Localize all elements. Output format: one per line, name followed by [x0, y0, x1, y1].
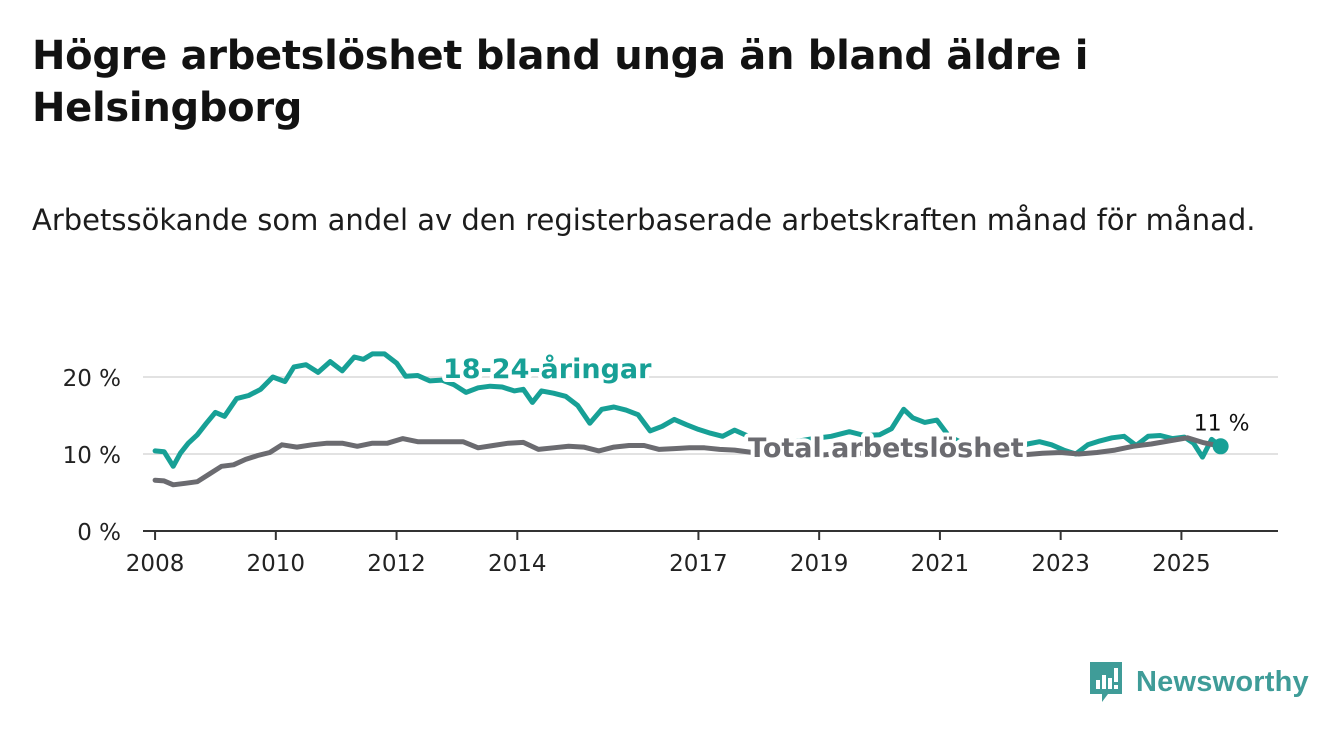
end-point-marker	[1212, 438, 1229, 455]
x-tick-label: 2010	[247, 551, 306, 577]
brand-logo: Newsworthy	[1088, 660, 1309, 704]
x-tick-label: 2021	[911, 551, 970, 577]
series-lines	[152, 351, 1229, 488]
series-labels: 11 % 18-24-åringar Total arbetslöshet	[439, 349, 1250, 468]
x-tick-label: 2014	[488, 551, 547, 577]
x-tick-label: 2025	[1152, 551, 1211, 577]
axes: 0 % 10 % 20 % 2008 2010 2012 2014 2017 2019 2021 2…	[63, 366, 1278, 577]
x-tick-label: 2019	[790, 551, 849, 577]
y-tick-label: 0 %	[77, 520, 121, 546]
series-line-total	[152, 435, 1224, 488]
end-value-label: 11 %	[1194, 411, 1250, 436]
series-line-youth	[152, 351, 1224, 469]
x-tick-label: 2008	[126, 551, 185, 577]
newsworthy-logo-icon	[1090, 662, 1122, 702]
y-tick-label: 20 %	[63, 366, 121, 392]
series-label-total: Total arbetslöshet	[748, 433, 1024, 464]
brand-name: Newsworthy	[1136, 665, 1309, 698]
chart-title: Högre arbetslöshet bland unga än bland ä…	[32, 33, 1089, 131]
series-label-youth: 18-24-åringar	[443, 353, 652, 385]
x-tick-label: 2012	[367, 551, 426, 577]
x-tick-label: 2017	[669, 551, 728, 577]
x-tick-label: 2023	[1031, 551, 1090, 577]
y-tick-label: 10 %	[63, 443, 121, 469]
chart-subtitle: Arbetssökande som andel av den registerb…	[32, 203, 1256, 237]
